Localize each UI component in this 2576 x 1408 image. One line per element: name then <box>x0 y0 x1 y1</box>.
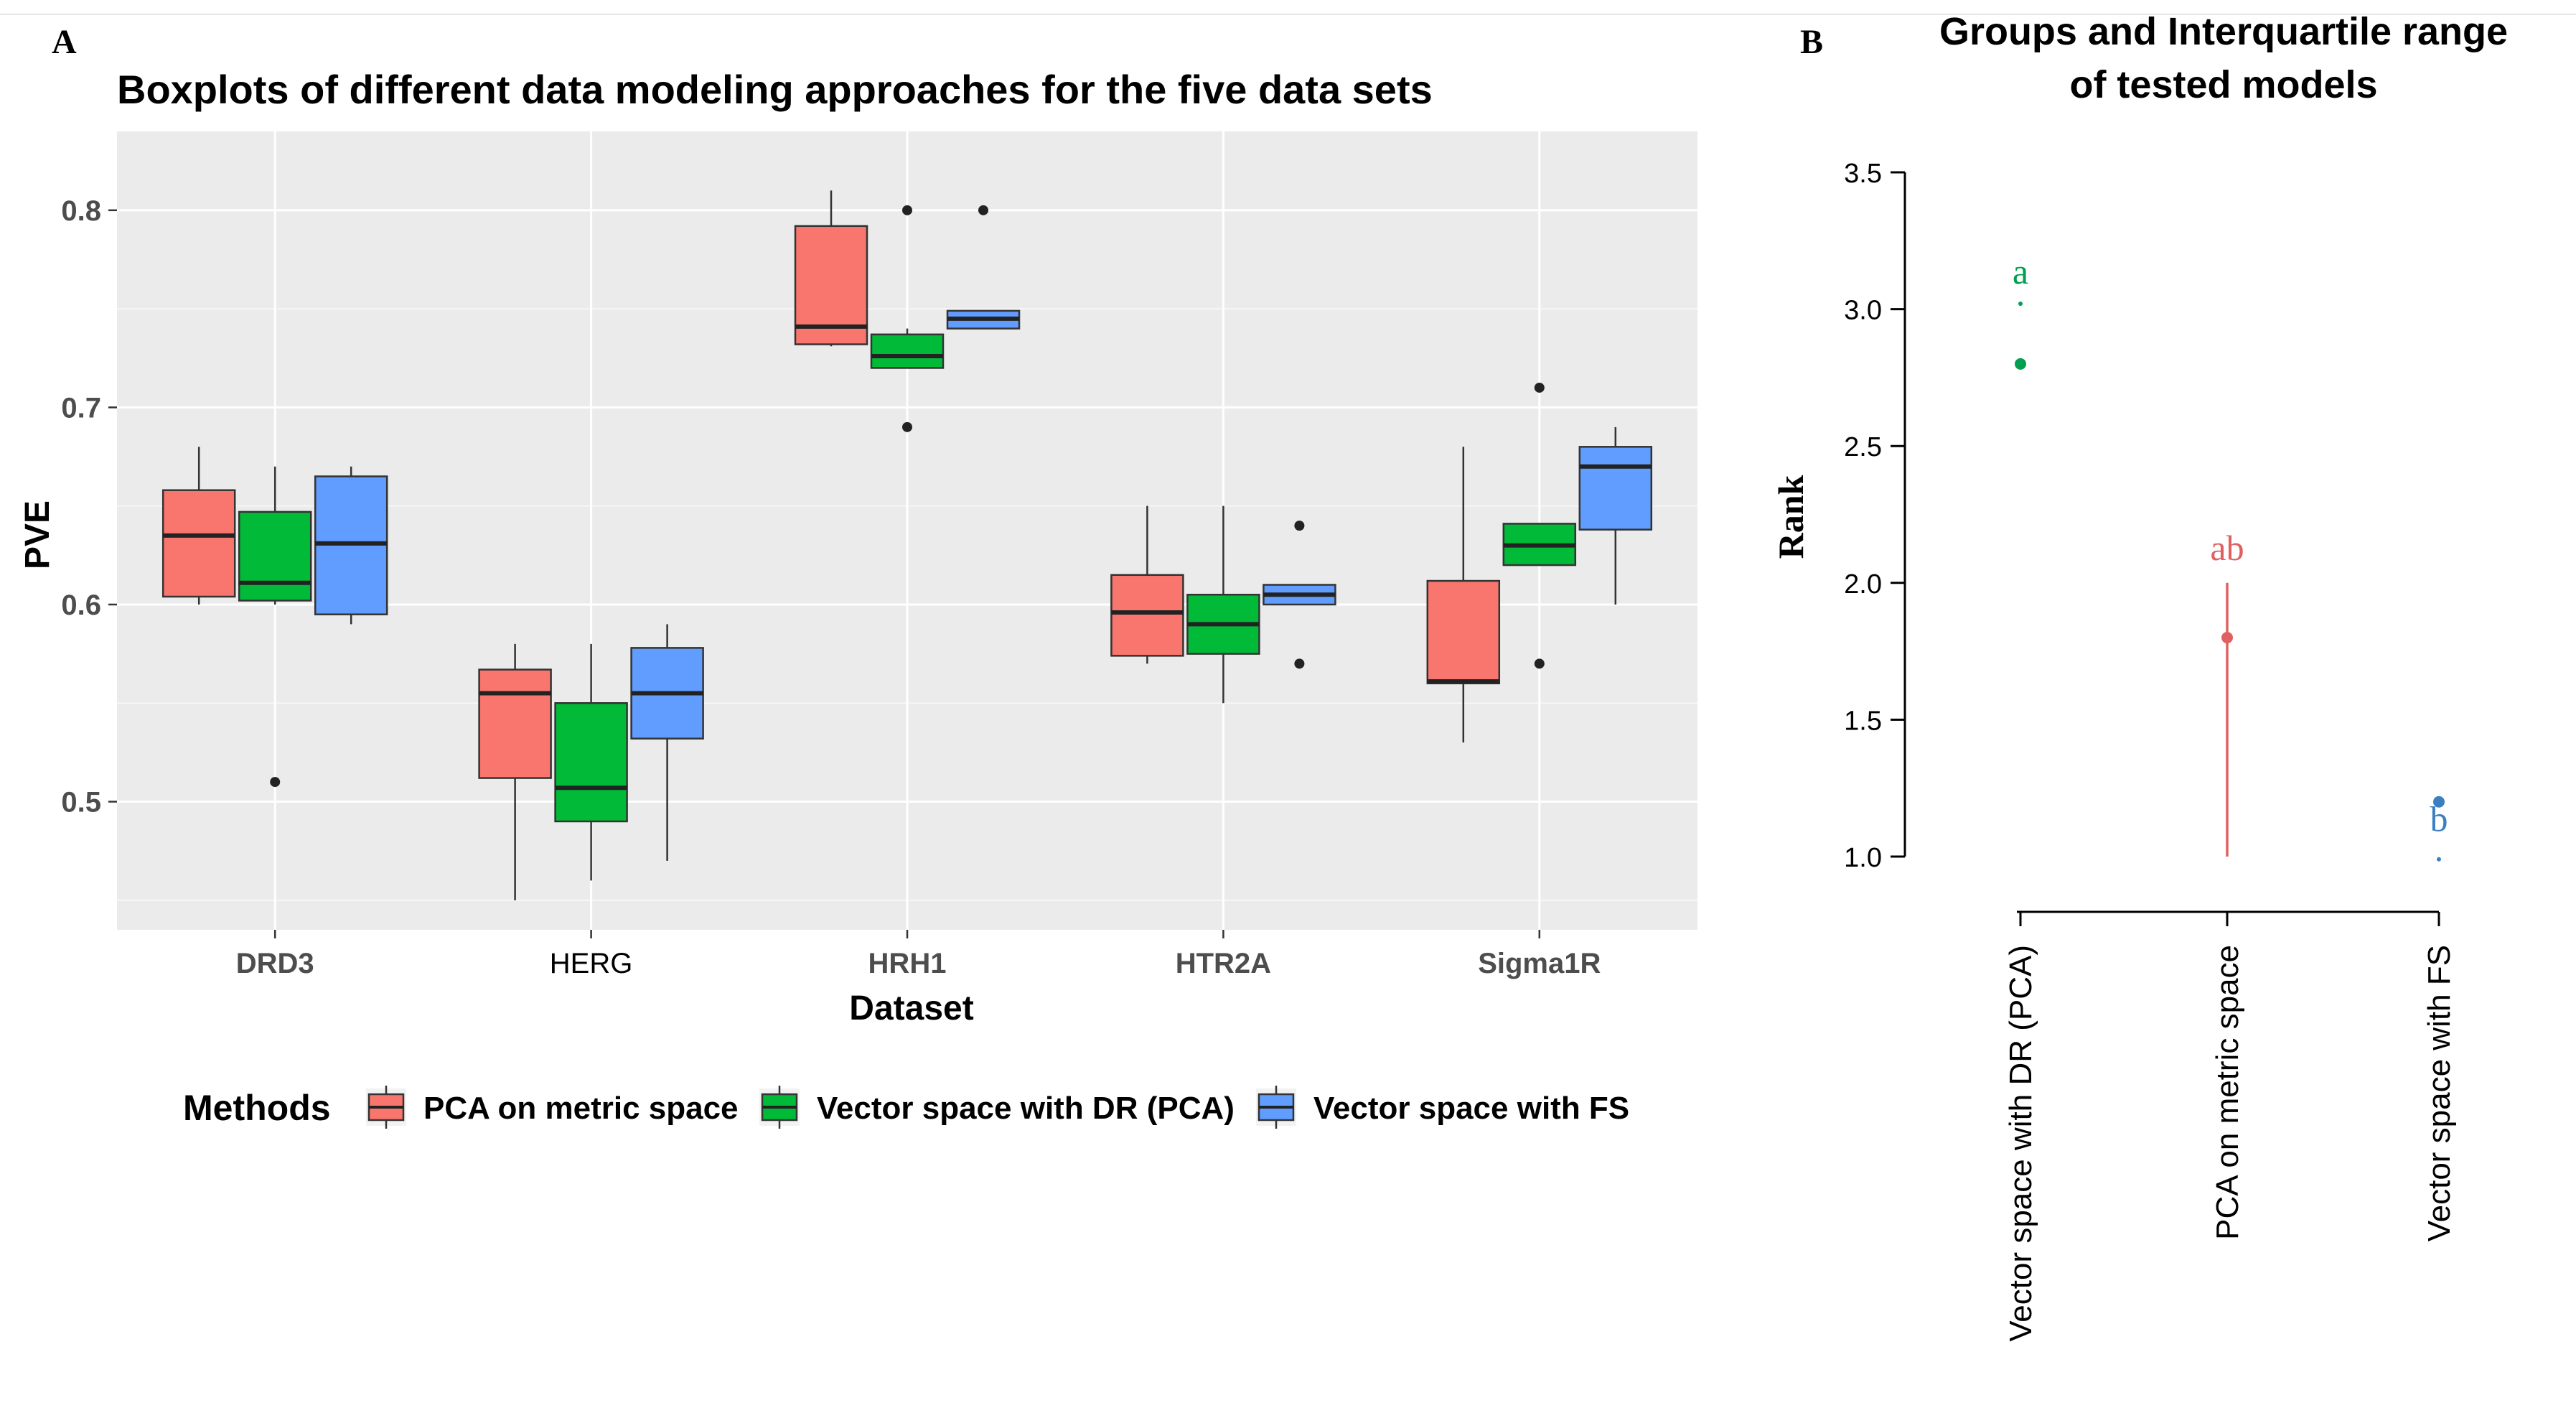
chart-b-title-line-1: Groups and Interquartile range <box>1939 10 2508 53</box>
x-tick-label: DRD3 <box>236 948 314 979</box>
group-label: b <box>2430 799 2448 839</box>
box-herg-1 <box>478 643 552 900</box>
box-hrh1-2 <box>870 205 945 432</box>
x-tick-label: Vector space with DR (PCA) <box>2003 945 2038 1342</box>
box-iqr <box>554 701 628 823</box>
panel-a-label: A <box>52 23 77 61</box>
outlier-point <box>270 777 281 788</box>
x-tick-label: Vector space with FS <box>2422 945 2457 1241</box>
rank-point <box>2015 358 2026 370</box>
box-iqr <box>478 668 552 779</box>
box-herg-3 <box>630 624 704 861</box>
rank-mark-1: a <box>2013 251 2028 370</box>
iqr-point <box>2437 857 2441 862</box>
legend-title: Methods <box>183 1088 331 1128</box>
x-tick-label: Sigma1R <box>1478 948 1601 979</box>
box-iqr <box>870 333 945 369</box>
outlier-point <box>978 205 988 215</box>
iqr-point <box>2018 301 2023 306</box>
box-iqr <box>1110 574 1184 657</box>
outlier-point <box>1534 658 1545 669</box>
box-sigma1r-3 <box>1578 426 1653 605</box>
y-tick-label: 0.5 <box>61 787 101 819</box>
outlier-point <box>1534 382 1545 393</box>
group-label: ab <box>2210 528 2244 568</box>
panel-a: A Boxplots of different data modeling ap… <box>19 23 1697 1129</box>
legend-item-3: Vector space with FS <box>1256 1086 1629 1129</box>
box-drd3-2 <box>238 466 312 788</box>
x-tick-label: HTR2A <box>1176 948 1271 979</box>
box-sigma1r-2 <box>1502 382 1577 669</box>
legend-item-2: Vector space with DR (PCA) <box>759 1086 1235 1129</box>
legend-label: PCA on metric space <box>423 1091 739 1126</box>
box-htr2a-1 <box>1110 505 1184 664</box>
y-tick-label: 3.5 <box>1844 159 1882 189</box>
y-tick-label: 3.0 <box>1844 296 1882 326</box>
y-tick-label: 0.6 <box>61 589 101 621</box>
plot-a-y-axis: 0.5 0.6 0.7 0.8 <box>61 195 117 819</box>
rank-mark-3: b <box>2430 796 2448 862</box>
rank-mark-2: ab <box>2210 528 2244 857</box>
box-iqr <box>161 489 236 598</box>
x-tick-label: HERG <box>550 948 633 979</box>
chart-b-ylabel: Rank <box>1771 475 1811 559</box>
legend-label: Vector space with FS <box>1313 1091 1629 1126</box>
legend-item-1: PCA on metric space <box>366 1086 739 1129</box>
x-tick-label: PCA on metric space <box>2210 945 2245 1240</box>
box-htr2a-3 <box>1263 521 1336 669</box>
box-drd3-3 <box>314 466 388 625</box>
plot-a-boxes <box>161 190 1653 900</box>
panel-b: B Groups and Interquartile range of test… <box>1771 10 2508 1342</box>
chart-a-title: Boxplots of different data modeling appr… <box>117 67 1433 112</box>
plot-b-axes: 1.0 1.5 2.0 2.5 3.0 3.5 Vector space with DR (… <box>1844 159 2457 1342</box>
y-tick-label: 2.0 <box>1844 569 1882 600</box>
y-tick-label: 1.5 <box>1844 706 1882 736</box>
box-herg-2 <box>554 643 628 881</box>
chart-a-ylabel: PVE <box>19 500 57 569</box>
box-iqr <box>1426 579 1501 685</box>
outlier-point <box>902 205 912 215</box>
y-tick-label: 0.8 <box>61 195 101 227</box>
box-iqr <box>238 510 312 602</box>
x-tick-label: HRH1 <box>868 948 947 979</box>
box-sigma1r-1 <box>1426 447 1501 743</box>
outlier-point <box>1294 521 1305 531</box>
outlier-point <box>1294 658 1305 669</box>
y-tick-label: 1.0 <box>1844 843 1882 873</box>
legend: Methods PCA on metric space Vector space … <box>183 1086 1629 1129</box>
panel-b-label: B <box>1800 23 1823 61</box>
box-drd3-1 <box>161 447 236 605</box>
box-hrh1-1 <box>794 190 868 347</box>
plot-a-x-axis: DRD3 HERG HRH1 HTR2A Sigma1R <box>236 930 1601 979</box>
y-tick-label: 0.7 <box>61 392 101 424</box>
box-iqr <box>1578 446 1653 531</box>
group-label: a <box>2013 251 2028 292</box>
plot-b-marks: a ab b <box>2013 251 2448 862</box>
y-tick-label: 2.5 <box>1844 432 1882 462</box>
legend-label: Vector space with DR (PCA) <box>817 1091 1235 1126</box>
chart-b-title-line-2: of tested models <box>2069 63 2377 106</box>
box-hrh1-3 <box>946 205 1021 330</box>
chart-a-xlabel: Dataset <box>849 989 973 1027</box>
outlier-point <box>902 421 912 432</box>
box-htr2a-2 <box>1186 505 1260 704</box>
rank-point <box>2221 632 2233 644</box>
rank-point <box>2433 796 2445 808</box>
